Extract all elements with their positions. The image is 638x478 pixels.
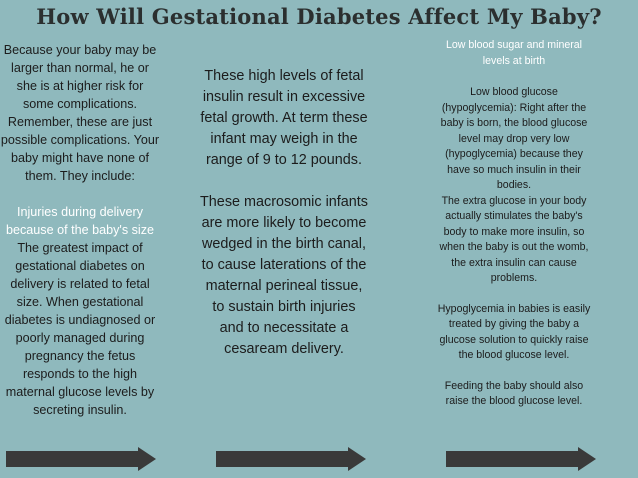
paragraph: These macrosomic infants are more likely… bbox=[200, 194, 368, 357]
section-heading: Injuries during delivery because of the … bbox=[5, 205, 155, 237]
intro-text: Because your baby may be larger than nor… bbox=[0, 43, 160, 183]
section-heading: Low blood sugar and mineral levels at bi… bbox=[445, 39, 583, 67]
paragraph: Feeding the baby should also raise the b… bbox=[444, 379, 584, 408]
page-title: How Will Gestational Diabetes Affect My … bbox=[36, 4, 602, 29]
paragraph: These high levels of fetal insulin resul… bbox=[200, 68, 368, 168]
column-delivery-injuries: Because your baby may be larger than nor… bbox=[0, 41, 160, 419]
paragraph: The extra glucose in your body actually … bbox=[439, 194, 589, 285]
arrow-right-icon bbox=[216, 447, 366, 471]
column-low-blood-sugar: Low blood sugar and mineral levels at bi… bbox=[434, 38, 594, 410]
paragraph: Hypoglycemia in babies is easily treated… bbox=[437, 302, 591, 362]
arrow-right-icon bbox=[446, 447, 596, 471]
paragraph: Low blood glucose (hypoglycemia): Right … bbox=[440, 86, 588, 191]
arrow-right-icon bbox=[6, 447, 156, 471]
column-fetal-growth: These high levels of fetal insulin resul… bbox=[200, 66, 368, 360]
body-text: The greatest impact of gestational diabe… bbox=[4, 241, 156, 417]
